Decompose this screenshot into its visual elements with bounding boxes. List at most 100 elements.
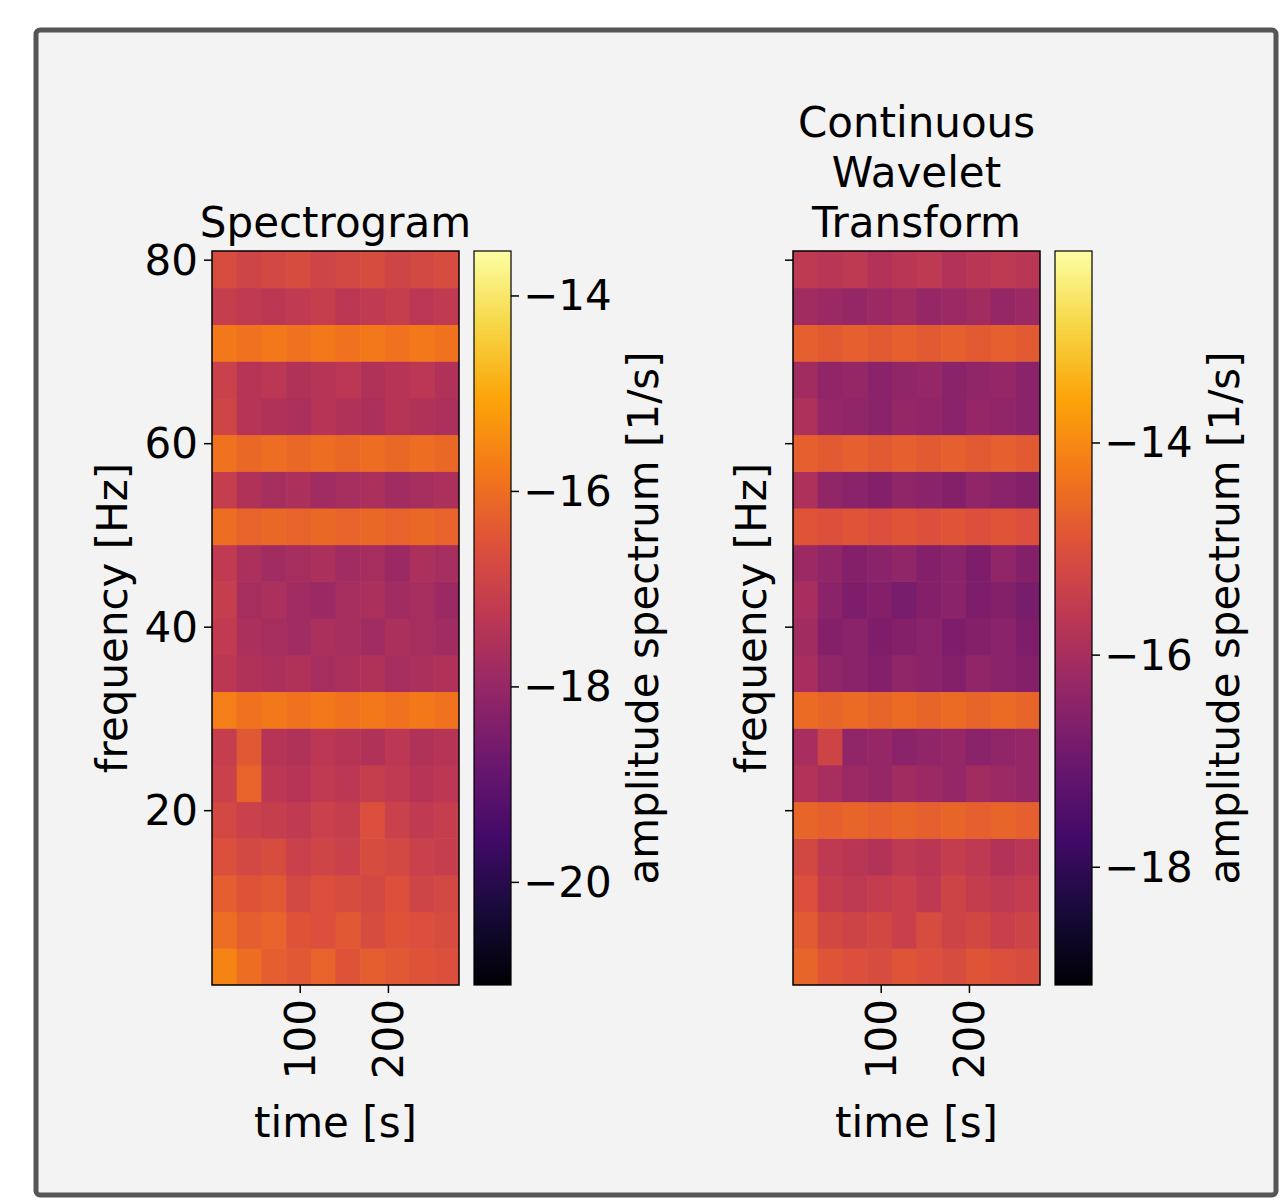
heatmap-cell — [286, 435, 311, 472]
heatmap-cell — [842, 728, 867, 765]
heatmap-cell — [892, 251, 917, 288]
heatmap-cell — [892, 655, 917, 692]
heatmap-cell — [793, 912, 818, 949]
heatmap-cell — [991, 581, 1016, 618]
heatmap-cell — [892, 875, 917, 912]
heatmap-cell — [286, 728, 311, 765]
heatmap-cell — [434, 875, 459, 912]
heatmap-cell — [410, 288, 435, 325]
heatmap-cell — [867, 728, 892, 765]
heatmap-cell — [867, 875, 892, 912]
heatmap-cell — [966, 251, 991, 288]
heatmap-cell — [991, 838, 1016, 875]
heatmap-cell — [385, 398, 410, 435]
heatmap-cell — [286, 545, 311, 582]
heatmap-cell — [917, 545, 942, 582]
heatmap-cell — [385, 655, 410, 692]
heatmap-cell — [311, 288, 336, 325]
heatmap-cell — [336, 728, 361, 765]
heatmap-cell — [867, 361, 892, 398]
heatmap-cell — [286, 324, 311, 361]
heatmap-cell — [793, 618, 818, 655]
heatmap-cell — [991, 765, 1016, 802]
heatmap-cell — [212, 398, 237, 435]
heatmap-cell — [941, 728, 966, 765]
heatmap-cell — [1015, 435, 1040, 472]
heatmap-cell — [793, 508, 818, 545]
heatmap-cell — [286, 251, 311, 288]
heatmap-cell — [867, 912, 892, 949]
heatmap-cell — [1015, 361, 1040, 398]
heatmap-cell — [237, 948, 262, 985]
heatmap-cell — [311, 802, 336, 839]
heatmap-cell — [941, 398, 966, 435]
heatmap-cell — [818, 948, 843, 985]
heatmap-cell — [410, 912, 435, 949]
heatmap-cell — [212, 618, 237, 655]
colorbar-title: amplitude spectrum [1/s] — [1200, 351, 1249, 884]
heatmap-cell — [917, 948, 942, 985]
title-line: Spectrogram — [200, 198, 471, 247]
heatmap-cell — [434, 618, 459, 655]
heatmap-cell — [434, 691, 459, 728]
heatmap-cell — [1015, 251, 1040, 288]
heatmap-cell — [1015, 508, 1040, 545]
heatmap-cell — [917, 912, 942, 949]
heatmap-cell — [917, 251, 942, 288]
heatmap-cell — [336, 545, 361, 582]
heatmap-cell — [286, 508, 311, 545]
heatmap-cell — [212, 581, 237, 618]
heatmap-cell — [311, 545, 336, 582]
heatmap-cell — [941, 471, 966, 508]
heatmap-cell — [966, 545, 991, 582]
heatmap-cell — [410, 435, 435, 472]
heatmap-cell — [434, 728, 459, 765]
heatmap-cell — [842, 361, 867, 398]
heatmap-cell — [966, 691, 991, 728]
heatmap-cell — [818, 361, 843, 398]
x-tick — [880, 985, 882, 993]
heatmap-cell — [261, 765, 286, 802]
heatmap-cell — [842, 435, 867, 472]
heatmap-cell — [237, 545, 262, 582]
figure-frame — [36, 30, 1276, 1195]
heatmap-cell — [892, 728, 917, 765]
heatmap-cell — [360, 361, 385, 398]
heatmap-cell — [237, 398, 262, 435]
heatmap-cell — [842, 875, 867, 912]
heatmap-cell — [1015, 471, 1040, 508]
colorbar-tick-label: −18 — [1104, 843, 1193, 892]
heatmap-cell — [793, 875, 818, 912]
heatmap-cell — [941, 361, 966, 398]
heatmap-cell — [410, 728, 435, 765]
heatmap-cell — [966, 728, 991, 765]
heatmap-cell — [966, 398, 991, 435]
heatmap-cell — [385, 948, 410, 985]
y-tick-label: 60 — [145, 419, 198, 468]
heatmap-cell — [434, 948, 459, 985]
heatmap-cell — [991, 398, 1016, 435]
heatmap-cell — [311, 948, 336, 985]
heatmap-cell — [793, 471, 818, 508]
heatmap-cell — [917, 655, 942, 692]
heatmap-cell — [793, 691, 818, 728]
heatmap-cell — [286, 765, 311, 802]
heatmap-cell — [867, 251, 892, 288]
heatmap-cell — [261, 802, 286, 839]
heatmap-cell — [360, 508, 385, 545]
heatmap-cell — [892, 361, 917, 398]
heatmap-cell — [286, 618, 311, 655]
heatmap-cell — [261, 288, 286, 325]
heatmap-cell — [237, 288, 262, 325]
heatmap-cell — [842, 948, 867, 985]
heatmap-cell — [892, 398, 917, 435]
heatmap-cell — [311, 361, 336, 398]
heatmap-cell — [385, 251, 410, 288]
heatmap-cell — [336, 324, 361, 361]
heatmap-cell — [818, 398, 843, 435]
heatmap-cell — [991, 691, 1016, 728]
heatmap-cell — [941, 912, 966, 949]
heatmap-cell — [261, 324, 286, 361]
heatmap-cell — [410, 618, 435, 655]
heatmap-cell — [867, 618, 892, 655]
